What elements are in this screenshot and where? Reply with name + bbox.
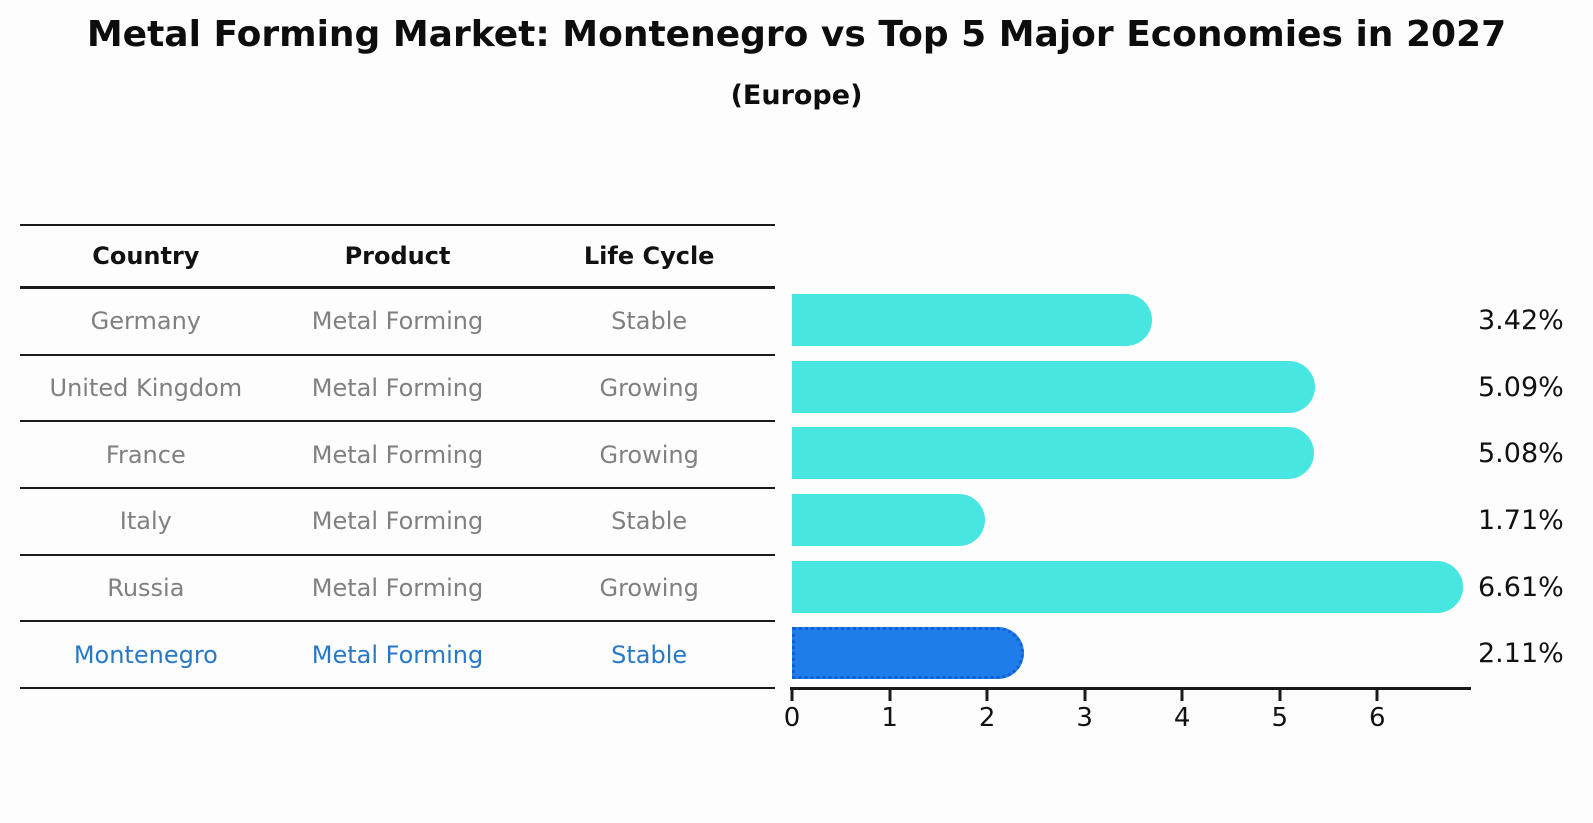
bar-row-united-kingdom bbox=[792, 354, 1470, 421]
cell-country: Russia bbox=[107, 574, 185, 603]
column-header-lifecycle: Life Cycle bbox=[583, 242, 715, 270]
table-body: Germany Metal Forming Stable United Kingdom… bbox=[20, 289, 775, 690]
cell-product: Metal Forming bbox=[311, 507, 484, 536]
column-header-country: Country bbox=[92, 242, 200, 270]
table-row-france: France Metal Forming Growing bbox=[20, 422, 775, 490]
column-header-product: Product bbox=[344, 242, 451, 270]
x-tick-label-0: 0 bbox=[783, 703, 801, 733]
cell-country: Montenegro bbox=[73, 640, 218, 669]
value-label-united-kingdom: 5.09% bbox=[1478, 371, 1564, 403]
cell-life-cycle: Stable bbox=[611, 640, 688, 669]
country-table: Country Product Life Cycle Germany Metal … bbox=[20, 224, 775, 690]
table-header-row: Country Product Life Cycle bbox=[20, 226, 775, 289]
x-tick-2 bbox=[985, 690, 989, 701]
x-axis-line bbox=[790, 687, 1471, 690]
cell-life-cycle: Stable bbox=[611, 307, 688, 336]
bar-montenegro bbox=[792, 627, 1024, 680]
bar-row-montenegro bbox=[792, 620, 1470, 687]
x-axis-ticks: 0 1 2 3 4 5 6 bbox=[784, 689, 1470, 739]
value-label-france: 5.08% bbox=[1478, 438, 1564, 470]
table-row-russia: Russia Metal Forming Growing bbox=[20, 556, 775, 623]
table-row-montenegro: Montenegro Metal Forming Stable bbox=[20, 622, 775, 690]
bar-chart-plot-area bbox=[792, 287, 1470, 688]
bar-france bbox=[792, 427, 1314, 480]
bar-row-germany bbox=[792, 287, 1470, 354]
cell-country: Germany bbox=[90, 307, 201, 336]
x-tick-label-5: 5 bbox=[1271, 703, 1289, 733]
chart-subtitle: (Europe) bbox=[730, 80, 863, 111]
bar-germany bbox=[792, 294, 1152, 346]
x-tick-1 bbox=[888, 690, 892, 701]
value-label-russia: 6.61% bbox=[1478, 571, 1564, 603]
cell-life-cycle: Growing bbox=[599, 440, 699, 469]
bar-united-kingdom bbox=[792, 360, 1315, 413]
bar-italy bbox=[792, 494, 985, 547]
x-tick-label-1: 1 bbox=[881, 703, 898, 733]
bar-row-italy bbox=[792, 487, 1470, 554]
value-label-italy: 1.71% bbox=[1478, 504, 1564, 536]
cell-product: Metal Forming bbox=[311, 374, 484, 403]
cell-product: Metal Forming bbox=[311, 307, 484, 336]
value-label-germany: 3.42% bbox=[1478, 304, 1564, 336]
bar-row-france bbox=[792, 420, 1470, 487]
cell-life-cycle: Growing bbox=[599, 574, 699, 603]
x-tick-label-6: 6 bbox=[1369, 703, 1386, 733]
x-tick-3 bbox=[1083, 690, 1087, 701]
cell-life-cycle: Growing bbox=[599, 374, 699, 403]
cell-country: United Kingdom bbox=[49, 374, 243, 403]
x-tick-4 bbox=[1180, 690, 1184, 701]
x-tick-label-3: 3 bbox=[1076, 703, 1093, 733]
value-label-montenegro: 2.11% bbox=[1478, 638, 1564, 670]
x-tick-6 bbox=[1375, 690, 1379, 701]
cell-product: Metal Forming bbox=[311, 640, 484, 669]
table-row-italy: Italy Metal Forming Stable bbox=[20, 489, 775, 556]
bar-russia bbox=[792, 560, 1463, 613]
x-tick-0 bbox=[790, 690, 794, 701]
x-tick-5 bbox=[1278, 690, 1282, 701]
x-tick-label-2: 2 bbox=[978, 703, 996, 733]
table-row-germany: Germany Metal Forming Stable bbox=[20, 289, 775, 356]
cell-life-cycle: Stable bbox=[611, 507, 688, 536]
chart-title: Metal Forming Market: Montenegro vs Top … bbox=[86, 14, 1507, 55]
cell-product: Metal Forming bbox=[311, 574, 484, 603]
cell-country: Italy bbox=[119, 507, 172, 536]
cell-country: France bbox=[105, 440, 186, 469]
cell-product: Metal Forming bbox=[311, 440, 484, 469]
table-row-united-kingdom: United Kingdom Metal Forming Growing bbox=[20, 356, 775, 423]
bar-row-russia bbox=[792, 554, 1470, 621]
x-tick-label-4: 4 bbox=[1173, 703, 1191, 733]
